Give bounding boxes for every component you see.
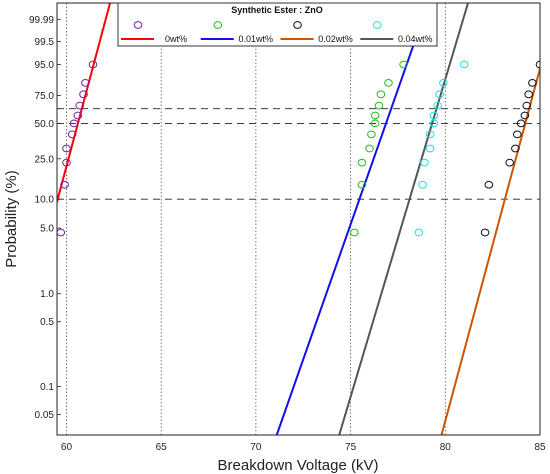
- data-point: [516, 119, 526, 128]
- data-point: [57, 228, 66, 237]
- data-point: [399, 60, 408, 69]
- data-point: [429, 119, 439, 128]
- data-points: [57, 60, 540, 237]
- legend: Synthetic Ester : ZnO 0wt% 0.01wt% 0.02wt%…: [117, 2, 438, 47]
- y-tick-label: 75.0: [35, 91, 55, 102]
- data-point: [433, 101, 443, 110]
- fit-line: [275, 3, 430, 435]
- data-point: [439, 78, 448, 87]
- data-point: [418, 180, 427, 189]
- data-point: [522, 101, 532, 110]
- y-axis-label: Probability (%): [3, 170, 20, 268]
- legend-label: 0wt%: [165, 34, 187, 44]
- y-tick-label: 10.0: [35, 195, 55, 206]
- legend-marker: [372, 21, 382, 29]
- data-point: [511, 144, 520, 153]
- data-point: [367, 130, 376, 139]
- data-point: [480, 228, 490, 237]
- data-point: [435, 90, 444, 99]
- y-tick-label: 25.0: [35, 154, 55, 165]
- y-tick-label: 0.5: [40, 317, 54, 328]
- data-point: [62, 158, 71, 167]
- x-axis-label: Breakdown Voltage (kV): [218, 457, 379, 474]
- fit-line: [338, 3, 469, 435]
- x-tick-label: 70: [250, 442, 262, 453]
- data-point: [376, 90, 386, 99]
- data-point: [60, 180, 69, 189]
- data-point: [79, 90, 88, 99]
- y-tick-label: 5.0: [40, 224, 54, 235]
- y-tick-label: 50.0: [35, 119, 55, 130]
- data-point: [374, 101, 384, 110]
- y-tick-label: 0.1: [40, 382, 54, 393]
- legend-label: 0.02wt%: [318, 34, 353, 44]
- plot-area: [57, 3, 540, 435]
- reference-lines: [57, 108, 540, 200]
- x-tick-label: 65: [156, 442, 168, 453]
- x-tick-label: 80: [440, 442, 452, 453]
- x-tick-label: 60: [61, 442, 73, 453]
- y-tick-label: 0.05: [35, 410, 55, 421]
- data-point: [88, 60, 98, 69]
- y-tick-label: 95.0: [35, 60, 55, 71]
- data-point: [370, 111, 380, 120]
- data-point: [81, 78, 90, 87]
- data-point: [384, 78, 393, 87]
- data-point: [425, 144, 435, 153]
- data-point: [512, 130, 522, 139]
- y-axis-ticks: 0.05 0.1 0.5 1.0 5.0 10.0 25.0 50.0 75.0 95.0 99.5…: [29, 15, 61, 421]
- data-point: [69, 119, 79, 128]
- legend-label: 0.01wt%: [238, 34, 273, 44]
- legend-marker: [293, 21, 302, 29]
- data-point: [459, 60, 469, 69]
- x-tick-label: 75: [345, 442, 357, 453]
- data-point: [370, 119, 380, 128]
- y-tick-label: 1.0: [40, 289, 54, 300]
- data-point: [520, 111, 530, 120]
- data-point: [484, 180, 494, 189]
- data-point: [73, 111, 83, 120]
- data-point: [505, 158, 514, 167]
- data-point: [365, 144, 374, 153]
- y-tick-label: 99.99: [29, 15, 54, 26]
- legend-label: 0.04wt%: [398, 34, 433, 44]
- data-point: [420, 158, 429, 167]
- y-tick-label: 99.5: [35, 37, 55, 48]
- data-point: [350, 228, 359, 237]
- x-axis-ticks: 60 65 70 75 80 85: [61, 442, 546, 453]
- data-point: [75, 101, 85, 110]
- data-point: [357, 158, 367, 167]
- data-point: [62, 144, 71, 153]
- data-point: [535, 60, 540, 69]
- x-tick-label: 85: [534, 442, 546, 453]
- data-point: [67, 130, 77, 139]
- data-point: [414, 228, 424, 237]
- data-point: [528, 78, 537, 87]
- fit-line: [57, 3, 112, 203]
- data-point: [357, 180, 367, 189]
- data-point: [429, 111, 439, 120]
- legend-marker: [133, 21, 143, 29]
- legend-marker: [213, 21, 223, 29]
- legend-title: Synthetic Ester : ZnO: [231, 5, 323, 15]
- data-point: [425, 130, 435, 139]
- data-point: [524, 90, 533, 99]
